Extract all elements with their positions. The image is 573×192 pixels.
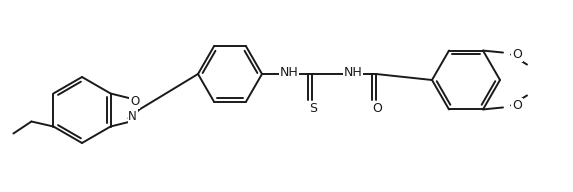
Text: O: O [130, 95, 139, 108]
Text: O: O [372, 102, 382, 114]
Text: S: S [309, 102, 317, 114]
Text: NH: NH [344, 66, 362, 79]
Text: NH: NH [280, 66, 299, 79]
Text: O: O [512, 48, 522, 61]
Text: O: O [512, 99, 522, 112]
Text: N: N [128, 110, 137, 123]
